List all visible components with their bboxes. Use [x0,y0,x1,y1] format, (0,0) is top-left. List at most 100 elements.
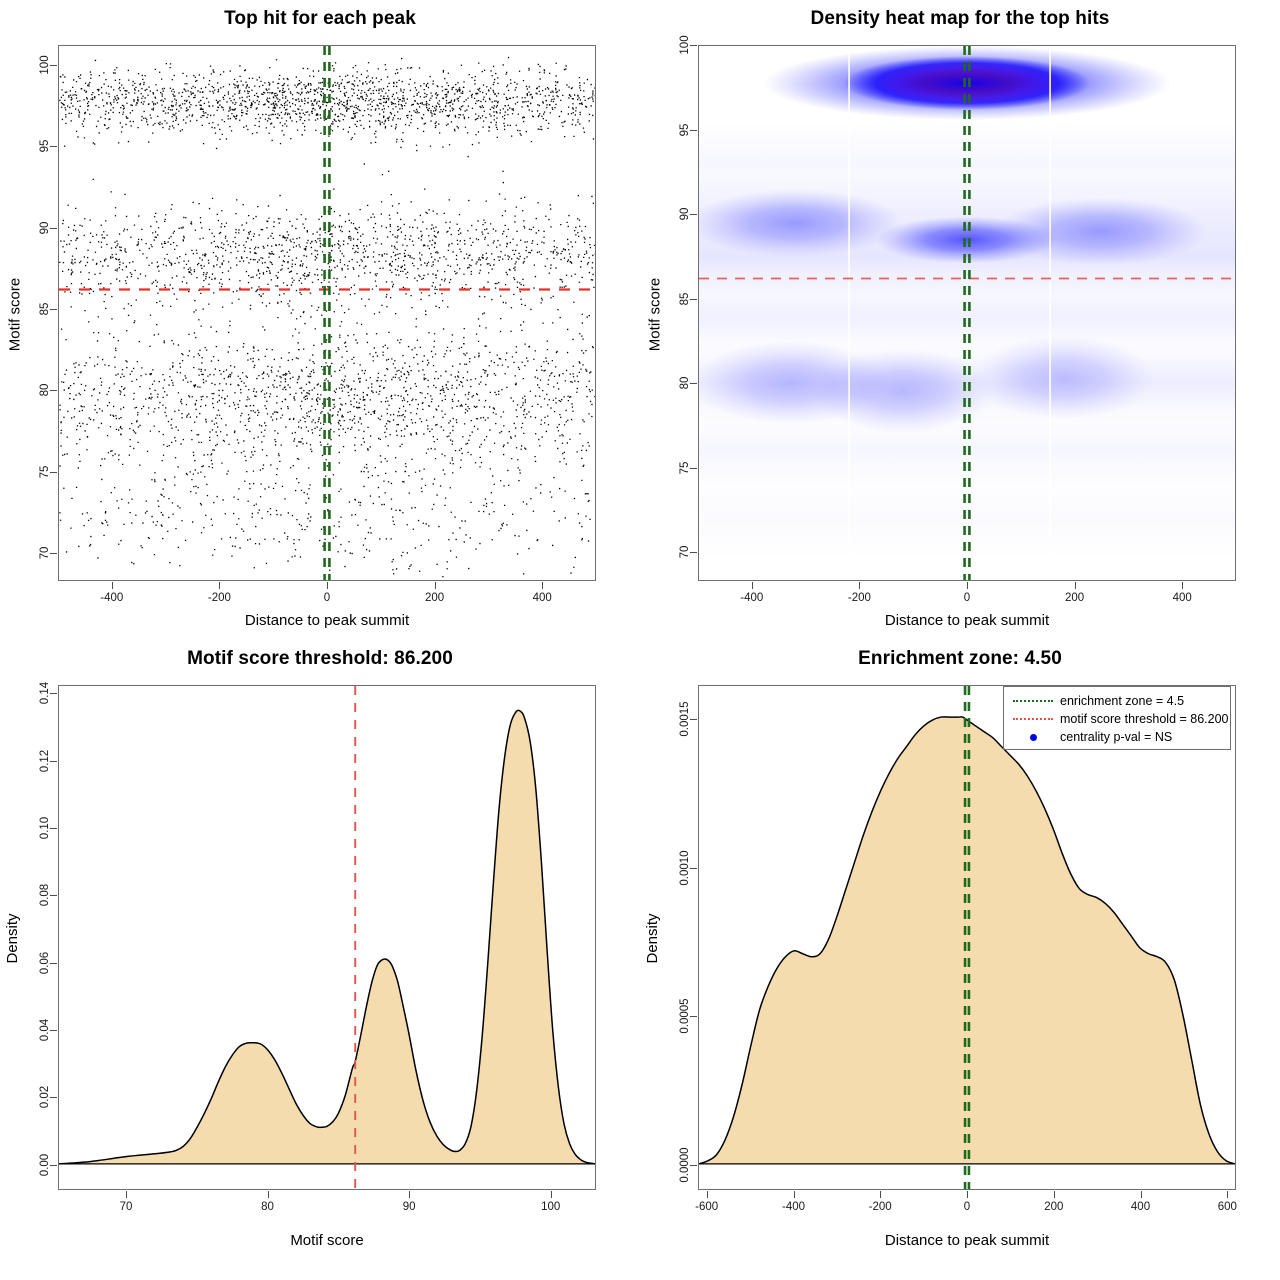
heatmap-surface [699,46,1235,580]
x-tick [111,582,113,589]
x-tick [550,1191,552,1198]
y-tick-label: 0.0010 [679,850,691,886]
panel-density-heatmap: Density heat map for the top hits -400 -2… [640,0,1280,640]
x-tick [327,582,328,589]
y-tick [50,308,57,310]
y-tick-label: 95 [39,139,51,153]
y-tick-label: 0.0005 [679,998,691,1034]
y-tick [50,693,57,695]
scatter-point-cloud [59,56,595,578]
x-tick-label: 400 [1130,1201,1151,1213]
legend-item-centrality-pval: centrality p-val = NS [1010,728,1222,746]
y-tick-label: 0.14 [39,682,51,705]
x-tick [1182,582,1184,589]
y-tick-label: 0.12 [39,749,51,772]
x-tick [1140,1191,1142,1198]
y-tick-label: 85 [679,292,691,305]
y-tick-label: 0.00 [39,1153,51,1176]
x-tick-label: 0 [963,1201,971,1213]
x-tick-label: -400 [781,1201,806,1213]
x-tick-label: 90 [402,1201,416,1213]
x-tick-label: -200 [847,592,871,604]
xaxis-label-motif-density: Motif score [290,1232,364,1249]
y-tick [690,719,697,721]
y-tick [50,1097,57,1099]
legend-label-motif-threshold: motif score threshold = 86.200 [1060,712,1229,726]
y-tick [690,1164,697,1166]
x-tick-label: 200 [1044,1201,1064,1213]
x-tick-label: 70 [119,1201,133,1213]
y-tick-label: 70 [39,546,51,560]
y-tick-label: 80 [39,383,51,397]
x-tick [706,1191,708,1198]
x-tick-label: 200 [1065,592,1085,604]
panel-title-heatmap: Density heat map for the top hits [810,8,1110,29]
x-tick-label: -200 [207,592,231,604]
y-tick [50,227,57,229]
xaxis-label-heatmap: Distance to peak summit [884,612,1050,629]
x-tick [1053,1191,1055,1198]
y-tick [690,552,697,554]
y-tick [50,1030,57,1032]
x-tick [880,1191,882,1198]
y-tick [690,214,697,216]
panel-title-motif-threshold: Motif score threshold: 86.200 [187,648,453,669]
x-tick-label: -400 [740,592,764,604]
x-tick-label: 0 [323,592,331,604]
y-tick-label: 0.10 [39,816,51,840]
y-tick-label: 100 [39,55,51,75]
y-tick [50,64,57,66]
y-tick-label: 0.08 [39,884,51,907]
legend-item-enrichment-zone: enrichment zone = 4.5 [1010,692,1222,710]
dotted-line-icon [1010,700,1056,702]
heatmap-hotspot [763,46,1171,121]
y-tick-label: 95 [679,123,691,136]
legend-item-motif-threshold: motif score threshold = 86.200 [1010,710,1229,728]
yaxis-label-top-hit: Motif score [6,277,24,352]
x-tick [1074,582,1076,589]
density-curve-stroke [699,716,1235,1165]
y-tick-label: 0.06 [39,951,51,974]
y-tick [690,298,697,300]
heatmap-band [699,342,1235,424]
y-tick [50,760,57,762]
x-tick [434,582,436,589]
panel-enrichment-zone: Enrichment zone: 4.50 -600 -400 -200 0 200 40… [640,640,1280,1280]
yaxis-label-enrichment: Density [644,913,661,964]
x-tick [793,1191,795,1198]
legend-enrichment: enrichment zone = 4.5 motif score thresh… [1003,686,1231,750]
legend-label-centrality-pval: centrality p-val = NS [1060,730,1173,744]
y-tick-label: 0.02 [39,1086,51,1109]
x-tick-label: 600 [1217,1201,1237,1213]
xaxis-label-top-hit: Distance to peak summit [244,612,410,629]
panel-motif-score-density: Motif score threshold: 86.200 70 80 90 100 0… [0,640,640,1280]
x-tick [267,1191,269,1198]
y-tick [690,383,697,385]
y-tick [50,146,57,147]
y-tick [690,1016,697,1018]
yaxis-label-heatmap: Motif score [646,277,664,352]
x-tick-label: -200 [868,1201,892,1213]
x-tick-label: 0 [963,592,971,604]
x-tick [542,582,544,589]
scatter-points [59,46,595,580]
x-tick-label: 400 [1172,592,1192,604]
y-tick-label: 0.0000 [679,1147,691,1183]
x-tick [1227,1191,1229,1198]
density-area-fill [59,710,595,1164]
panel-title-top-hit: Top hit for each peak [224,8,416,29]
y-tick-label: 80 [679,376,691,390]
y-tick-label: 75 [39,465,51,479]
enrichment-density-curve [699,686,1235,1189]
x-tick-label: -600 [695,1201,719,1213]
y-tick-label: 75 [679,461,691,475]
y-tick-label: 0.0015 [679,701,691,737]
y-tick [690,867,697,869]
y-tick [690,467,697,469]
panel-title-enrichment-zone: Enrichment zone: 4.50 [858,648,1062,669]
density-area-fill [699,716,1235,1164]
legend-label-enrichment-zone: enrichment zone = 4.5 [1060,694,1185,708]
x-tick [409,1191,411,1198]
y-tick [690,129,697,131]
